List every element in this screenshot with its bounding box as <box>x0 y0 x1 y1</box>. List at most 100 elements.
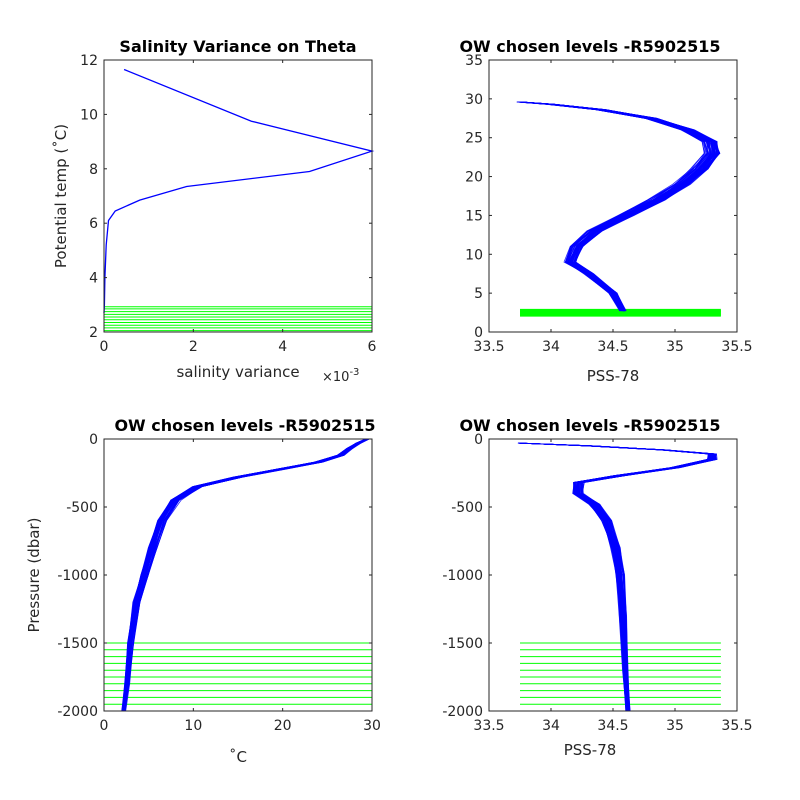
y-tick-label: 8 <box>89 162 98 178</box>
x-tick-label: 35 <box>666 339 684 355</box>
profile-line <box>518 442 711 712</box>
chart-title-2: OW chosen levels -R5902515 <box>459 37 720 56</box>
axes-box-1 <box>103 59 373 333</box>
profile-line <box>518 101 708 312</box>
y-tick-label: 0 <box>474 325 483 341</box>
profile-line <box>518 101 709 312</box>
profile-line <box>520 101 715 312</box>
profile-line <box>519 442 712 712</box>
profile-line <box>519 442 711 712</box>
profile-line <box>521 101 716 312</box>
y-tick-label: 12 <box>80 53 98 69</box>
profile-line <box>124 438 368 712</box>
profile-line <box>519 101 712 312</box>
x-tick-label: 2 <box>189 339 198 355</box>
profile-line <box>519 101 711 312</box>
profile-line <box>122 438 368 712</box>
profile-line <box>521 101 715 312</box>
profile-line <box>521 101 715 312</box>
profile-line <box>519 101 715 312</box>
profile-line <box>521 101 714 312</box>
plot-area-3 <box>104 438 372 712</box>
profile-line <box>520 101 716 312</box>
profile-line <box>522 101 716 312</box>
profile-line <box>519 442 712 712</box>
x-tick-label: 34 <box>542 718 560 734</box>
profile-line <box>520 101 715 312</box>
y-axis-label-1: Potential temp (˚C) <box>52 124 70 268</box>
y-tick-label: -2000 <box>442 704 483 720</box>
profile-line <box>519 442 713 712</box>
x-tick-label: 34.5 <box>597 339 628 355</box>
plot-area-1 <box>103 68 375 332</box>
profile-line <box>520 101 712 312</box>
x-tick-label: 10 <box>184 718 202 734</box>
profile-line <box>520 101 715 312</box>
profile-line <box>520 101 716 312</box>
x-tick-label: 20 <box>274 718 292 734</box>
profile-line <box>517 101 705 312</box>
profile-line <box>519 442 712 712</box>
chart-title-1: Salinity Variance on Theta <box>119 37 356 56</box>
axis-ticks-2: 33.5 34 34.5 35 35.5 0 5 10 15 20 25 30 35 <box>465 53 752 355</box>
profile-line <box>517 101 709 312</box>
x-tick-label: 6 <box>368 339 377 355</box>
y-tick-label: 10 <box>465 247 483 263</box>
x-tick-label: 35.5 <box>721 339 752 355</box>
x-tick-label: 33.5 <box>473 339 504 355</box>
profile-line <box>518 101 713 312</box>
series-line <box>103 68 375 314</box>
x-tick-label: 35.5 <box>721 718 752 734</box>
profile-line <box>520 101 713 312</box>
y-tick-label: -500 <box>66 500 98 516</box>
profile-line <box>520 442 714 712</box>
profile-line <box>518 442 709 712</box>
profile-line <box>518 442 710 712</box>
panel-temperature-pressure: 0 10 20 30 -2000 -1500 -1000 -500 0 OW chosen le… <box>25 416 381 766</box>
x-exponent-1: ×10-3 <box>322 367 359 385</box>
y-tick-label: -1500 <box>57 636 98 652</box>
y-tick-label: 25 <box>465 131 483 147</box>
y-tick-label: 10 <box>80 107 98 123</box>
profile-line <box>519 101 716 312</box>
axis-ticks-3: 0 10 20 30 -2000 -1500 -1000 -500 0 <box>57 432 381 734</box>
x-axis-label-4: PSS-78 <box>564 741 617 759</box>
x-tick-label: 34 <box>542 339 560 355</box>
x-axis-label-2: PSS-78 <box>587 367 640 385</box>
profile-line <box>518 442 711 712</box>
y-tick-label: 6 <box>89 216 98 232</box>
profile-line <box>520 101 714 312</box>
chart-title-3: OW chosen levels -R5902515 <box>114 416 375 435</box>
profile-line <box>519 442 712 712</box>
x-tick-label: 0 <box>100 339 109 355</box>
profile-line <box>124 438 369 712</box>
profile-line <box>517 442 710 712</box>
x-axis-label-3: ˚C <box>229 748 247 766</box>
x-tick-label: 34.5 <box>597 718 628 734</box>
profile-line <box>518 101 708 312</box>
x-exponent-power-1: -3 <box>349 367 359 378</box>
profile-line <box>519 442 712 712</box>
y-tick-label: -2000 <box>57 704 98 720</box>
x-tick-label: 0 <box>100 718 109 734</box>
x-exponent-base-1: ×10 <box>322 370 349 385</box>
profile-line <box>519 442 712 712</box>
profile-line <box>518 442 712 712</box>
panel-salinity-theta: 33.5 34 34.5 35 35.5 0 5 10 15 20 25 30 35 OW chosen… <box>459 37 752 385</box>
profile-line <box>517 101 708 312</box>
y-tick-label: -500 <box>451 500 483 516</box>
profile-line <box>519 101 712 312</box>
x-tick-label: 30 <box>363 718 381 734</box>
y-tick-label: 5 <box>474 286 483 302</box>
profile-line <box>518 442 711 712</box>
axis-ticks-4: 33.5 34 34.5 35 35.5 -2000 -1500 -1000 -500 0 <box>442 432 752 734</box>
profile-line <box>520 101 716 312</box>
profile-line <box>518 442 712 712</box>
profile-line <box>518 101 711 312</box>
profile-line <box>518 442 710 712</box>
y-tick-label: -1500 <box>442 636 483 652</box>
y-tick-label: 0 <box>474 432 483 448</box>
profile-line <box>518 101 709 312</box>
